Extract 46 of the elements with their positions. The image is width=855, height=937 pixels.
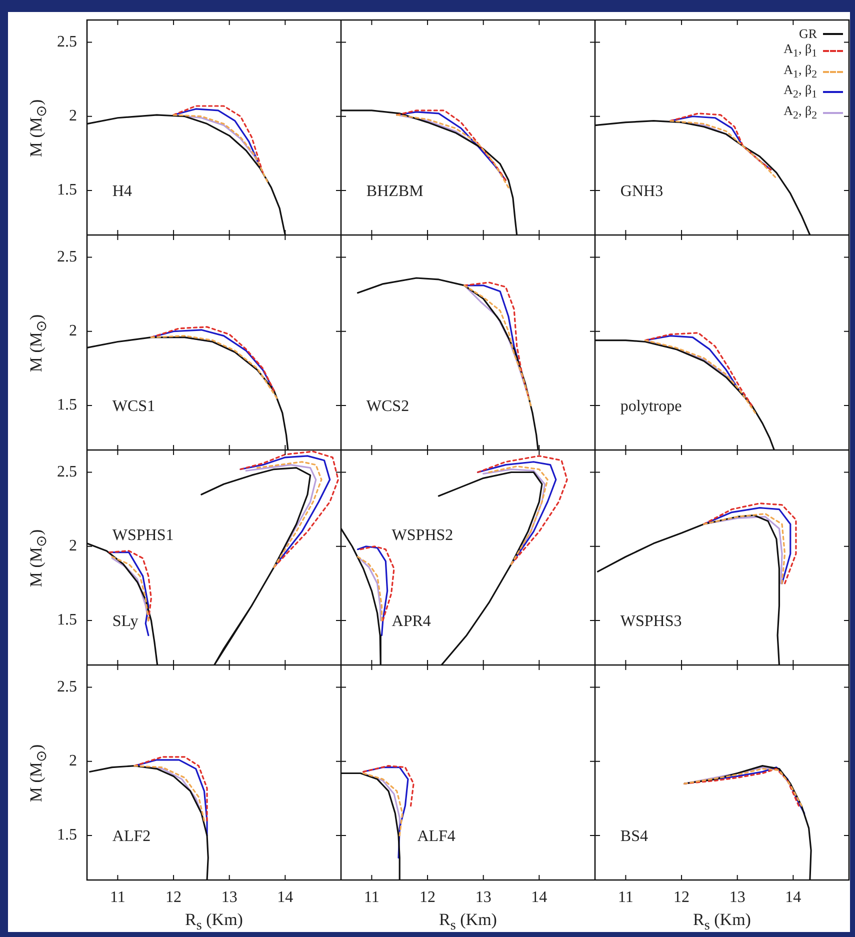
x-tick-label: 14	[277, 888, 294, 906]
x-axis-title: R$_{s}$ (Km)	[692, 910, 752, 934]
legend-label: A$_{2}$, β$_{2}$	[784, 102, 817, 124]
annotation: WSPHS2	[392, 527, 454, 544]
x-tick-label: 14	[531, 888, 548, 906]
legend-label: GR	[798, 26, 817, 41]
y-tick-label: 2	[69, 538, 77, 555]
legend-label: A$_{1}$, β$_{1}$	[784, 41, 817, 62]
x-tick-label: 13	[221, 888, 238, 906]
x-tick-label: 12	[166, 888, 182, 906]
y-tick-label: 2.5	[57, 248, 77, 266]
annotation: APR4	[392, 613, 431, 630]
x-axis-title: R$_{s}$ (Km)	[184, 910, 244, 934]
x-tick-label: 11	[618, 888, 634, 906]
annotation: H4	[112, 183, 132, 200]
annotation: BS4	[620, 828, 648, 846]
y-tick-label: 2.5	[57, 678, 77, 696]
annotation: WSPHS1	[112, 527, 174, 544]
x-tick-label: 13	[475, 888, 492, 906]
annotation: ALF4	[417, 828, 456, 846]
annotation: GNH3	[620, 183, 664, 200]
y-tick-label: 2	[69, 322, 77, 340]
y-tick-label: 1.5	[57, 826, 77, 844]
legend-label: A$_{1}$, β$_{2}$	[784, 62, 817, 82]
annotation: WSPHS3	[620, 613, 682, 630]
y-tick-label: 2	[69, 108, 77, 125]
y-tick-label: 1.5	[57, 396, 77, 414]
y-tick-label: 2.5	[57, 463, 77, 480]
x-tick-label: 11	[364, 888, 380, 906]
y-tick-label: 2.5	[57, 33, 77, 50]
annotation: WCS2	[366, 398, 410, 416]
annotation: ALF2	[112, 828, 151, 846]
y-tick-label: 2	[69, 752, 77, 770]
x-tick-label: 11	[110, 888, 126, 906]
y-tick-label: 1.5	[57, 612, 77, 629]
legend-label: A$_{2}$, β$_{1}$	[784, 82, 817, 103]
x-axis-title: R$_{s}$ (Km)	[438, 910, 498, 934]
annotation: BHZBM	[366, 183, 424, 200]
annotation: SLy	[112, 613, 138, 630]
y-tick-label: 1.5	[57, 182, 77, 199]
x-tick-label: 12	[420, 888, 436, 906]
x-tick-label: 12	[674, 888, 690, 906]
annotation: WCS1	[112, 398, 156, 416]
x-tick-label: 13	[729, 888, 746, 906]
annotation: polytrope	[620, 398, 682, 416]
x-tick-label: 14	[785, 888, 802, 906]
